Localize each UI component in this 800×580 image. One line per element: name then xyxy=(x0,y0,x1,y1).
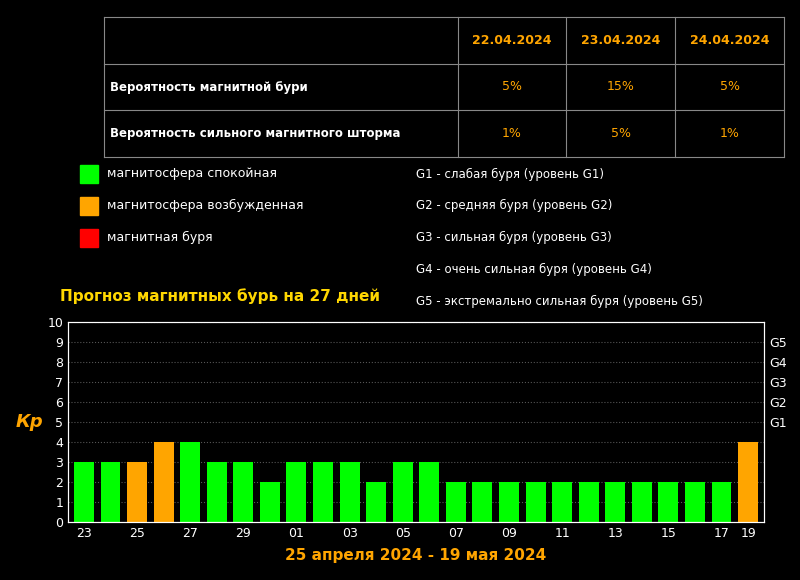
Bar xyxy=(658,482,678,522)
Text: G5 - экстремально сильная буря (уровень G5): G5 - экстремально сильная буря (уровень … xyxy=(416,295,703,308)
Bar xyxy=(473,482,492,522)
Bar xyxy=(685,482,705,522)
Bar xyxy=(340,462,359,522)
Bar xyxy=(578,482,598,522)
Bar xyxy=(207,462,226,522)
Bar xyxy=(552,482,572,522)
Text: G4 - очень сильная буря (уровень G4): G4 - очень сильная буря (уровень G4) xyxy=(416,263,652,276)
Bar xyxy=(313,462,333,522)
Text: Кр: Кр xyxy=(16,413,43,431)
Bar xyxy=(180,442,200,522)
Bar xyxy=(632,482,652,522)
Bar xyxy=(260,482,280,522)
X-axis label: 25 апреля 2024 - 19 мая 2024: 25 апреля 2024 - 19 мая 2024 xyxy=(286,548,546,563)
Bar xyxy=(154,442,174,522)
Bar xyxy=(526,482,546,522)
Bar xyxy=(101,462,121,522)
Text: G2 - средняя буря (уровень G2): G2 - средняя буря (уровень G2) xyxy=(416,200,612,212)
Bar xyxy=(499,482,519,522)
Text: Прогноз магнитных бурь на 27 дней: Прогноз магнитных бурь на 27 дней xyxy=(60,289,380,304)
Bar xyxy=(446,482,466,522)
Text: 5%: 5% xyxy=(611,127,631,140)
Text: 24.04.2024: 24.04.2024 xyxy=(690,34,770,47)
Text: 5%: 5% xyxy=(502,81,522,93)
Text: 15%: 15% xyxy=(607,81,634,93)
Text: G1 - слабая буря (уровень G1): G1 - слабая буря (уровень G1) xyxy=(416,168,604,180)
Bar xyxy=(286,462,306,522)
Text: Вероятность сильного магнитного шторма: Вероятность сильного магнитного шторма xyxy=(110,127,401,140)
Text: 1%: 1% xyxy=(502,127,522,140)
Bar xyxy=(74,462,94,522)
Bar xyxy=(127,462,147,522)
Bar xyxy=(606,482,625,522)
Text: магнитосфера возбужденная: магнитосфера возбужденная xyxy=(107,200,304,212)
Bar xyxy=(366,482,386,522)
Text: 1%: 1% xyxy=(720,127,739,140)
Text: 22.04.2024: 22.04.2024 xyxy=(472,34,552,47)
Text: магнитосфера спокойная: магнитосфера спокойная xyxy=(107,168,277,180)
Text: 5%: 5% xyxy=(720,81,740,93)
Bar xyxy=(711,482,731,522)
Bar xyxy=(419,462,439,522)
Bar xyxy=(393,462,413,522)
Bar xyxy=(738,442,758,522)
Text: 23.04.2024: 23.04.2024 xyxy=(581,34,661,47)
Text: Вероятность магнитной бури: Вероятность магнитной бури xyxy=(110,81,308,93)
Text: магнитная буря: магнитная буря xyxy=(107,231,213,244)
Text: G3 - сильная буря (уровень G3): G3 - сильная буря (уровень G3) xyxy=(416,231,612,244)
Bar xyxy=(234,462,254,522)
